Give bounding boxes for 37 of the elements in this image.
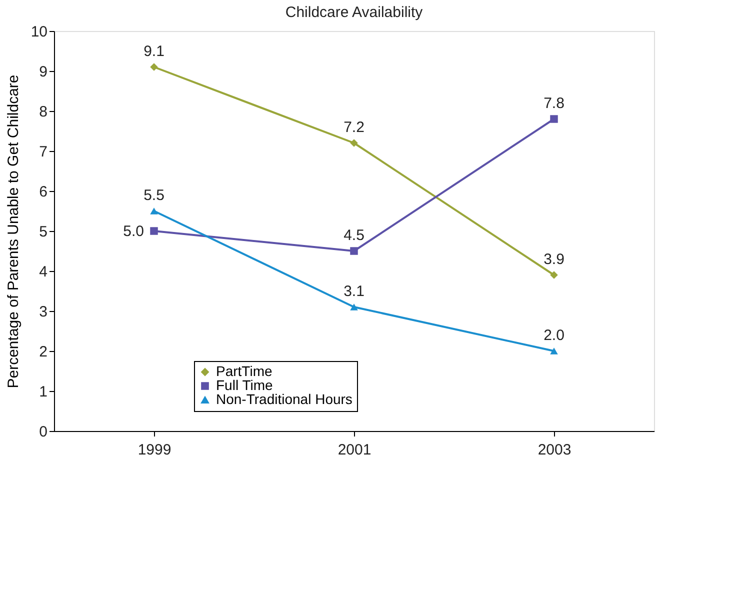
x-tick-label: 1999 — [138, 442, 172, 458]
point — [150, 63, 158, 71]
data-label: 5.5 — [144, 187, 164, 204]
data-label: 4.5 — [344, 227, 364, 244]
point — [550, 115, 558, 123]
point — [150, 227, 158, 235]
y-tick-label: 2 — [39, 344, 48, 360]
data-label: 2.0 — [544, 327, 564, 344]
y-tick-label: 0 — [39, 424, 48, 440]
y-tick-label: 10 — [30, 24, 48, 40]
data-label: 7.2 — [344, 119, 364, 136]
data-label: 5.0 — [123, 223, 144, 240]
data-label: 3.1 — [344, 283, 364, 300]
point — [350, 247, 358, 255]
legend-label: Full Time — [216, 377, 273, 393]
data-label: 9.1 — [144, 43, 164, 60]
chart-title: Childcare Availability — [285, 4, 424, 21]
y-tick-label: 5 — [39, 224, 48, 240]
y-tick-label: 3 — [39, 304, 48, 320]
y-tick-label: 7 — [39, 144, 48, 160]
point — [350, 139, 358, 147]
y-tick-label: 9 — [39, 64, 48, 80]
y-tick-label: 4 — [39, 264, 48, 280]
y-axis-title: Percentage of Parents Unable to Get Childcare — [4, 74, 22, 388]
y-tick-label: 1 — [39, 384, 48, 400]
y-tick-label: 8 — [39, 104, 48, 120]
x-tick-label: 2001 — [338, 442, 372, 458]
y-tick-label: 6 — [39, 184, 48, 200]
data-label: 3.9 — [544, 251, 564, 268]
legend-label: Non-Traditional Hours — [216, 391, 352, 407]
point — [550, 348, 558, 354]
point — [550, 271, 558, 279]
x-tick-label: 2003 — [538, 442, 572, 458]
data-label: 7.8 — [544, 95, 564, 112]
legend-label: PartTime — [216, 363, 272, 379]
point — [150, 208, 158, 214]
point — [350, 304, 358, 310]
